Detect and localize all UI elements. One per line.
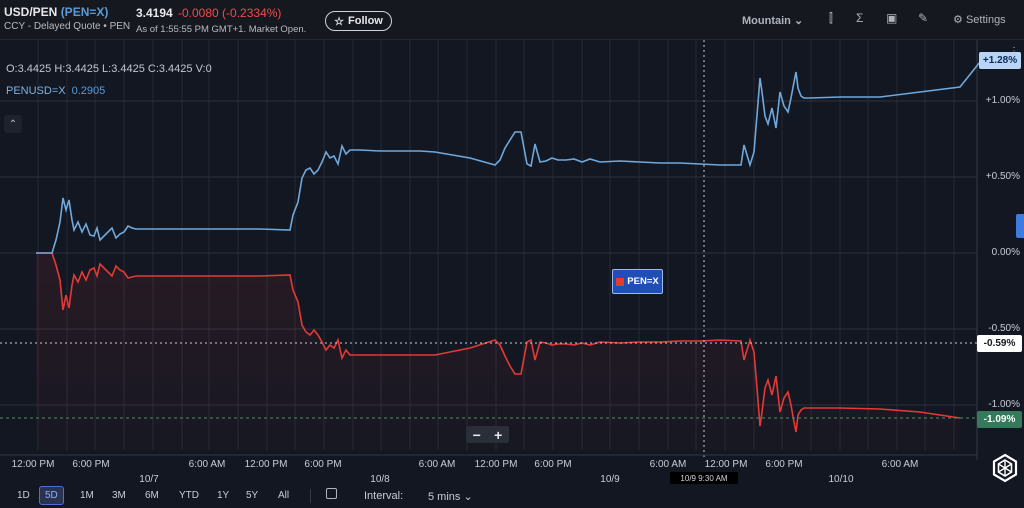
as-of-timestamp: As of 1:55:55 PM GMT+1. Market Open. [136,24,307,35]
x-tick: 6:00 AM [881,459,919,470]
range-3m[interactable]: 3M [112,490,126,501]
x-tick: 6:00 AM [418,459,456,470]
price-chart[interactable] [0,40,1024,460]
x-tick: 6:00 PM [534,459,572,470]
symbol-title: USD/PEN (PEN=X) [4,5,108,19]
zoom-controls: − + [466,426,509,443]
range-ytd[interactable]: YTD [179,490,199,501]
blue-series-price-label: +1.28% [979,52,1021,69]
ohlc-readout: O:3.4425 H:3.4425 L:3.4425 C:3.4425 V:0 [6,63,212,75]
x-day-label: 10/7 [139,474,159,485]
chevron-down-icon: ⌄ [463,491,473,503]
interval-label: Interval: [364,490,404,502]
range-6m[interactable]: 6M [145,490,159,501]
y-tick: +0.50% [985,171,1020,182]
chart-style-dropdown[interactable]: Mountain ⌄ [742,14,803,27]
x-tick: 6:00 PM [765,459,803,470]
last-price: 3.4194 [136,6,173,20]
settings-button[interactable]: ⚙ Settings [953,13,1006,26]
calendar-icon[interactable] [326,488,337,499]
y-tick: -0.50% [988,323,1020,334]
zoom-in-button[interactable]: + [494,426,503,443]
gear-icon: ⚙ [953,14,963,26]
calendar-events-icon[interactable]: ▣ [886,11,898,25]
more-options-icon[interactable]: ⋮ [1009,46,1019,57]
star-icon: ☆ [334,15,345,28]
settings-label: Settings [965,14,1006,26]
y-tick: +1.00% [985,95,1020,106]
blue-series-line [36,61,981,254]
quote-header: USD/PEN (PEN=X) CCY - Delayed Quote • PE… [0,0,1024,40]
range-1m[interactable]: 1M [80,490,94,501]
collapse-legend-button[interactable]: ⌃ [4,115,22,133]
toolbar-divider [310,489,311,503]
x-tick: 12:00 PM [474,459,518,470]
quote-subtitle: CCY - Delayed Quote • PEN [4,21,131,32]
sigma-icon[interactable]: Σ [856,11,864,25]
follow-label: Follow [348,15,383,27]
x-day-label: 10/8 [370,474,390,485]
x-tick: 6:00 PM [72,459,110,470]
symbol-ticker[interactable]: (PEN=X) [60,5,109,19]
price-change: -0.0080 (-0.2334%) [178,6,281,20]
range-1d[interactable]: 1D [17,490,30,501]
series-color-swatch [616,277,625,286]
zoom-out-button[interactable]: − [472,426,481,443]
range-5y[interactable]: 5Y [246,490,259,501]
x-tick: 6:00 AM [649,459,687,470]
x-tick: 12:00 PM [244,459,288,470]
y-tick: -1.00% [988,399,1020,410]
x-day-label: 10/10 [828,474,854,485]
indicators-icon[interactable]: ⫿ [829,11,833,25]
red-series-price-label: -1.09% [977,411,1022,428]
y-tick: 0.00% [991,247,1020,258]
range-all[interactable]: All [278,490,290,501]
x-tick: 12:00 PM [704,459,748,470]
red-series-area [36,253,960,450]
red-series-line [36,252,961,433]
chart-style-label: Mountain [742,15,791,27]
chevron-down-icon: ⌄ [793,15,804,27]
change-percent: (-0.2334%) [222,6,282,20]
range-5d[interactable]: 5D [39,486,64,505]
range-1y[interactable]: 1Y [217,490,230,501]
pen-series-tag[interactable]: PEN=X [612,269,663,294]
draw-pencil-icon[interactable]: ✎ [918,11,929,25]
compare-symbol: PENUSD=X [6,85,66,97]
side-panel-tab[interactable] [1016,214,1024,238]
chevron-up-icon: ⌃ [8,118,18,130]
pen-series-label: PEN=X [627,276,659,287]
app-logo-icon [992,453,1018,483]
x-day-label: 10/9 [600,474,620,485]
crosshair-time-label: 10/9 9:30 AM [670,472,738,484]
interval-value: 5 mins [428,491,461,503]
crosshair-price-label: -0.59% [977,335,1022,352]
compare-legend[interactable]: PENUSD=X 0.2905 [6,85,105,97]
change-value: -0.0080 [178,6,219,20]
symbol-name: USD/PEN [4,5,58,19]
x-tick: 12:00 PM [11,459,55,470]
interval-dropdown[interactable]: 5 mins ⌄ [428,490,473,503]
range-toolbar: 1D 5D 1M 3M 6M YTD 1Y 5Y All Interval: 5… [0,484,1024,508]
compare-value: 0.2905 [71,85,106,97]
x-tick: 6:00 PM [304,459,342,470]
x-tick: 6:00 AM [188,459,226,470]
follow-button[interactable]: ☆ Follow [325,11,392,31]
